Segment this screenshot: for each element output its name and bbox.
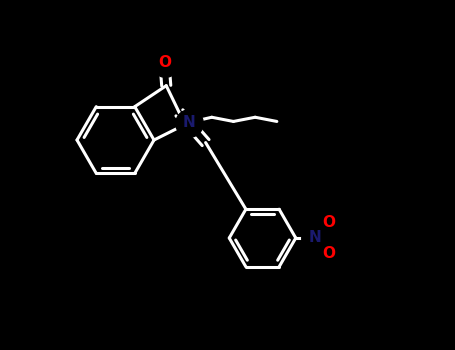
Text: N: N [182, 115, 195, 130]
Text: O: O [158, 55, 171, 70]
Text: N: N [308, 231, 321, 245]
Text: O: O [323, 246, 335, 261]
Text: O: O [323, 215, 335, 230]
